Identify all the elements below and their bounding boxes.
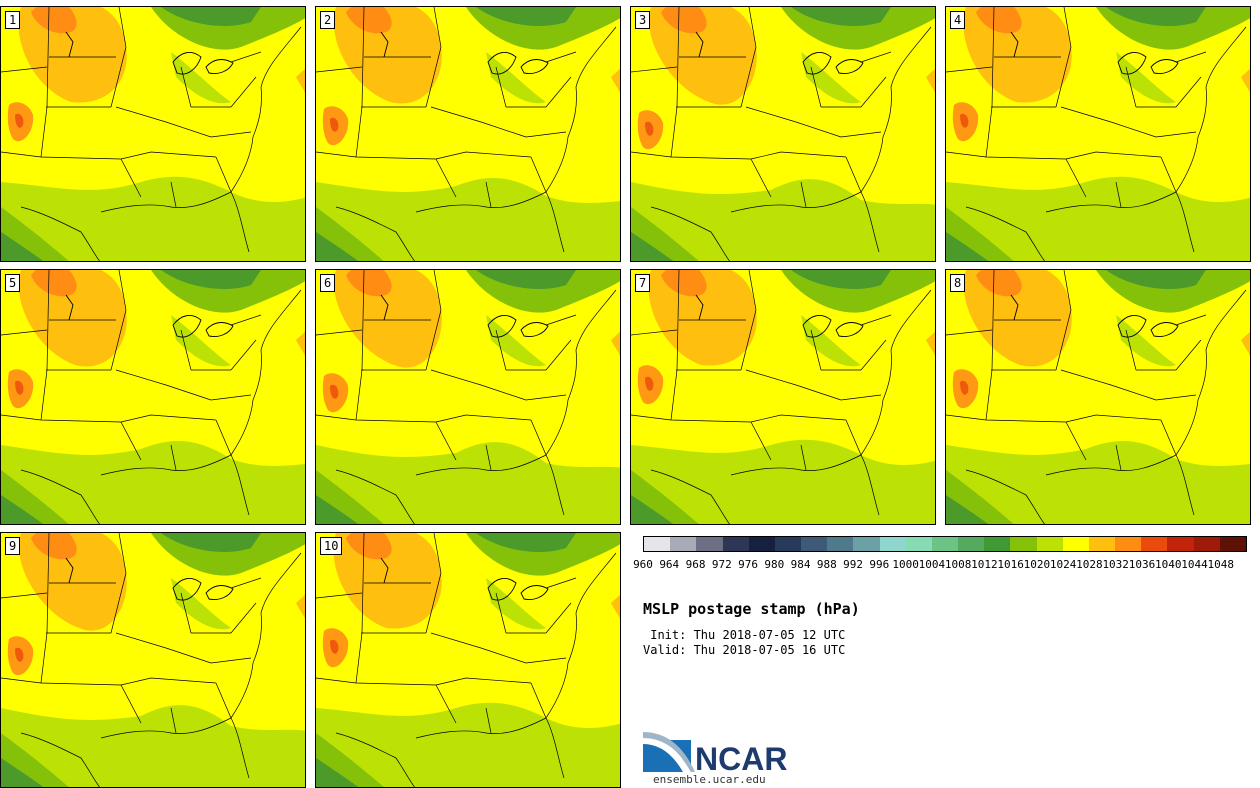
colorbar-tick-label: 964 (659, 558, 680, 571)
colorbar-tick-label: 992 (843, 558, 864, 571)
colorbar-tick-label: 1020 (1023, 558, 1051, 571)
init-time: Init: Thu 2018-07-05 12 UTC (643, 628, 846, 642)
colorbar-tick-label: 1048 (1207, 558, 1234, 571)
colorbar-cell (1062, 537, 1089, 551)
colorbar-cell (1167, 537, 1194, 551)
colorbar-ticks: 960 964 968 972 976 980 984 988 992 996 1000 1004 10… (633, 558, 1247, 572)
colorbar-cell (1036, 537, 1063, 551)
member-number: 5 (5, 274, 21, 292)
colorbar-tick-label: 1032 (1102, 558, 1129, 571)
mslp-map (946, 270, 1250, 524)
colorbar-tick-label: 1036 (1128, 558, 1156, 571)
colorbar-tick-label: 960 (633, 558, 653, 571)
colorbar-tick-label: 1044 (1181, 558, 1208, 571)
mslp-map (946, 7, 1250, 261)
mslp-map (1, 7, 305, 261)
colorbar-tick-label: 980 (764, 558, 785, 571)
colorbar-tick-label: 984 (790, 558, 811, 571)
ensemble-member-panel: 2 (315, 6, 621, 262)
member-number: 3 (635, 11, 651, 29)
colorbar-tick-label: 1028 (1076, 558, 1103, 571)
mslp-map (631, 7, 935, 261)
member-number: 8 (950, 274, 966, 292)
ncar-logo-text: NCAR (695, 741, 787, 774)
member-number: 1 (5, 11, 21, 29)
colorbar-cell (905, 537, 932, 551)
colorbar-cell (644, 537, 671, 551)
member-number: 6 (320, 274, 336, 292)
mslp-map (1, 533, 305, 787)
valid-time: Valid: Thu 2018-07-05 16 UTC (643, 643, 846, 657)
member-number: 4 (950, 11, 966, 29)
colorbar-cell (931, 537, 959, 551)
colorbar-cell (801, 537, 828, 551)
colorbar-cell (1193, 537, 1220, 551)
colorbar-cell (774, 537, 802, 551)
colorbar-tick-label: 1000 (892, 558, 919, 571)
colorbar-tick-label: 1024 (1049, 558, 1077, 571)
mslp-map (631, 270, 935, 524)
mslp-map (1, 270, 305, 524)
member-number: 10 (320, 537, 343, 555)
ensemble-member-panel: 8 (945, 269, 1251, 525)
colorbar-cell (984, 537, 1011, 551)
colorbar-cell (1141, 537, 1168, 551)
colorbar-cell (748, 537, 775, 551)
colorbar-tick-label: 1004 (918, 558, 946, 571)
ensemble-member-panel: 9 (0, 532, 306, 788)
colorbar-cell (853, 537, 880, 551)
ensemble-member-panel: 6 (315, 269, 621, 525)
member-number: 2 (320, 11, 336, 29)
colorbar-cell (1219, 537, 1246, 551)
ensemble-member-panel: 3 (630, 6, 936, 262)
ensemble-member-panel: 4 (945, 6, 1251, 262)
ensemble-member-panel: 5 (0, 269, 306, 525)
colorbar-cell (722, 537, 749, 551)
member-number: 7 (635, 274, 651, 292)
colorbar-cell (670, 537, 697, 551)
colorbar-cell (1088, 537, 1116, 551)
colorbar-tick-label: 1008 (944, 558, 972, 571)
colorbar-tick-label: 1012 (971, 558, 998, 571)
colorbar-tick-label: 988 (816, 558, 837, 571)
colorbar-tick-label: 968 (685, 558, 706, 571)
ensemble-member-panel: 1 (0, 6, 306, 262)
colorbar-tick-label: 996 (869, 558, 890, 571)
ensemble-member-panel: 10 (315, 532, 621, 788)
colorbar-cell (1010, 537, 1037, 551)
colorbar-cell (1115, 537, 1142, 551)
chart-title: MSLP postage stamp (hPa) (643, 600, 860, 618)
pressure-colorbar (643, 536, 1247, 552)
member-number: 9 (5, 537, 21, 555)
colorbar-cell (958, 537, 985, 551)
ncar-logo: NCAR (643, 732, 787, 774)
colorbar-tick-label: 1016 (997, 558, 1024, 571)
colorbar-cell (827, 537, 854, 551)
colorbar-cell (696, 537, 723, 551)
ncar-url: ensemble.ucar.edu (653, 773, 766, 786)
mslp-map (316, 7, 620, 261)
mslp-map (316, 270, 620, 524)
colorbar-tick-label: 976 (738, 558, 758, 571)
ensemble-member-panel: 7 (630, 269, 936, 525)
colorbar-cell (879, 537, 906, 551)
colorbar-tick-label: 1040 (1154, 558, 1182, 571)
mslp-map (316, 533, 620, 787)
colorbar-tick-label: 972 (711, 558, 732, 571)
